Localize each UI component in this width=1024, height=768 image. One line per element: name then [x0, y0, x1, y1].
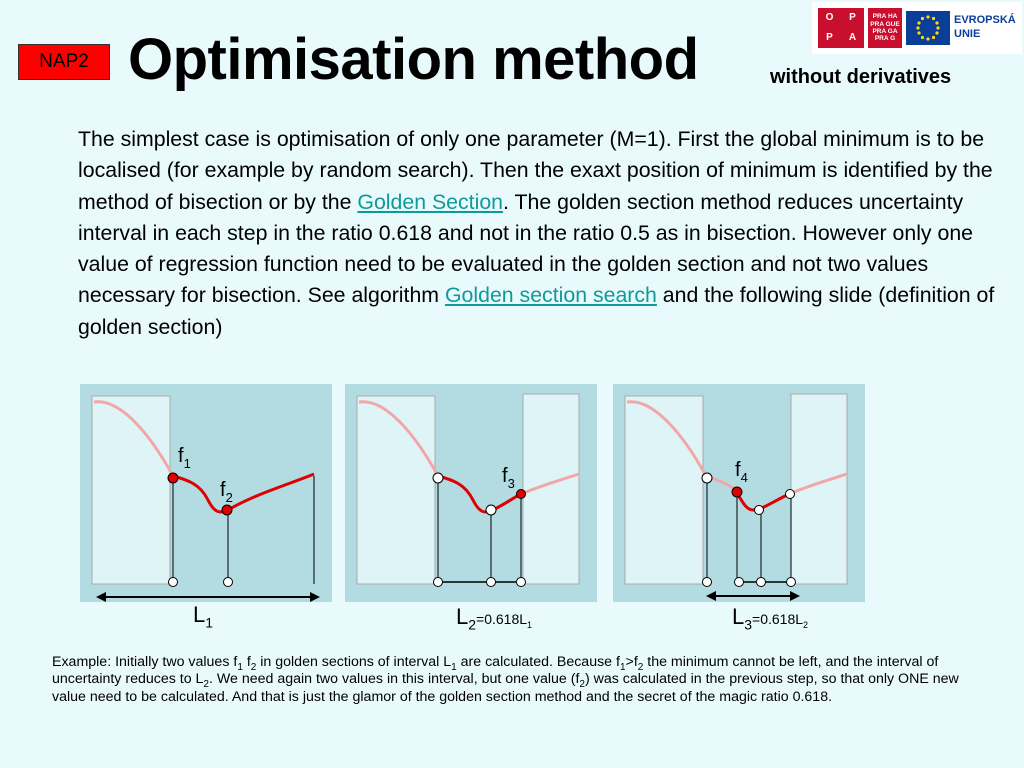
axis-point-3a — [702, 577, 712, 587]
faded-curve-2b — [520, 472, 580, 496]
oppa-logo: O P P A — [818, 8, 864, 48]
label-f1: f1 — [178, 445, 191, 471]
nap-badge: NAP2 — [18, 44, 110, 80]
point-open-3c — [785, 489, 795, 499]
active-curve-2 — [437, 474, 522, 514]
eu-flag-icon — [906, 11, 950, 45]
faded-curve-2a — [358, 400, 440, 477]
axis-point-2 — [223, 577, 233, 587]
praha-logo: PRA HA PRA GUE PRA GA PRA G — [868, 8, 902, 48]
label-f3: f3 — [502, 465, 515, 491]
arrow-head-right-3 — [790, 591, 800, 601]
diagram-panel-1: f1 f2 — [80, 384, 332, 602]
caption-l1: L1 — [193, 602, 214, 631]
arrow-head-left-1 — [96, 592, 106, 602]
active-curve-1 — [172, 472, 315, 514]
axis-point-3c — [756, 577, 766, 587]
example-paragraph: Example: Initially two values f1 f2 in g… — [52, 654, 959, 705]
faded-curve-1 — [93, 400, 175, 477]
page-title: Optimisation method — [128, 27, 699, 92]
axis-point-2c — [516, 577, 526, 587]
caption-l2: L2=0.618L1 — [456, 604, 533, 633]
golden-section-search-link[interactable]: Golden section search — [444, 283, 657, 308]
arrow-head-left-3 — [706, 591, 716, 601]
axis-point-1 — [168, 577, 178, 587]
plot-area-3a — [624, 395, 704, 585]
point-open-2b — [485, 504, 497, 516]
point-open-2a — [432, 472, 444, 484]
diagram-panel-2: f3 — [345, 384, 597, 602]
plot-area-1 — [91, 395, 171, 585]
caption-l3: L3=0.618L2 — [732, 604, 809, 633]
arrow-head-right-1 — [310, 592, 320, 602]
eu-text: EVROPSKÁ UNIE — [954, 14, 1016, 40]
axis-point-2a — [433, 577, 443, 587]
main-paragraph: The simplest case is optimisation of onl… — [78, 127, 995, 339]
plot-area-2a — [356, 395, 436, 585]
oppa-eu-logo: O P P A PRA HA PRA GUE PRA GA PRA G EVRO… — [812, 2, 1022, 54]
faded-curve-3a — [626, 400, 737, 492]
label-f2: f2 — [220, 479, 233, 505]
point-open-3b — [754, 505, 764, 515]
axis-point-2b — [486, 577, 496, 587]
point-f1 — [167, 472, 179, 484]
point-f2 — [221, 504, 233, 516]
point-f3 — [516, 489, 526, 499]
page-subtitle: without derivatives — [770, 66, 952, 88]
point-f4 — [731, 486, 743, 498]
label-f4: f4 — [735, 459, 748, 485]
diagram-panel-3: f4 — [613, 384, 865, 602]
point-open-3a — [701, 472, 713, 484]
golden-section-link[interactable]: Golden Section — [357, 189, 504, 214]
active-curve-3 — [734, 491, 790, 512]
axis-point-3b — [734, 577, 744, 587]
axis-point-3d — [786, 577, 796, 587]
